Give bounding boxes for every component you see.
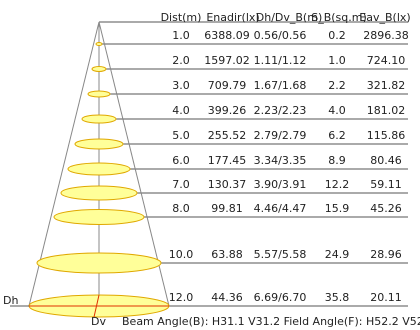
header-dist: Dist(m) [160, 11, 202, 24]
beam-ellipse [36, 252, 162, 274]
dv-label: Dv [91, 315, 106, 328]
table-cell-eav: 724.10 [366, 54, 406, 67]
table-cell-eav: 115.86 [366, 129, 406, 142]
beam-ellipse [81, 114, 117, 124]
table-cell-dist: 10.0 [168, 248, 194, 261]
table-cell-enadir: 709.79 [207, 79, 247, 92]
table-cell-dh-dv: 6.69/6.70 [253, 291, 307, 304]
beam-ellipse [91, 66, 107, 72]
beam-field-angle-footer: Beam Angle(B): H31.1 V31.2 Field Angle(F… [122, 315, 420, 328]
table-cell-s-b: 35.8 [324, 291, 350, 304]
table-cell-enadir: 177.45 [207, 154, 247, 167]
table-cell-dh-dv: 4.46/4.47 [253, 202, 307, 215]
table-cell-dh-dv: 2.23/2.23 [253, 104, 307, 117]
table-cell-dh-dv: 5.57/5.58 [253, 248, 307, 261]
table-cell-s-b: 1.0 [328, 54, 346, 67]
table-cell-s-b: 2.2 [328, 79, 346, 92]
table-cell-dist: 8.0 [172, 202, 190, 215]
table-cell-dh-dv: 3.34/3.35 [253, 154, 307, 167]
table-cell-eav: 59.11 [370, 178, 402, 191]
table-cell-eav: 45.26 [370, 202, 402, 215]
header-s-b: S_B(sq.m) [311, 11, 367, 24]
beam-ellipse [95, 42, 103, 46]
dv-dimension-line [93, 294, 100, 318]
table-cell-eav: 321.82 [366, 79, 406, 92]
table-cell-eav: 28.96 [370, 248, 402, 261]
dimension-lines [10, 294, 169, 318]
dh-label: Dh [3, 294, 19, 307]
table-cell-eav: 181.02 [366, 104, 406, 117]
row-lines [99, 21, 408, 307]
table-cell-eav: 20.11 [370, 291, 402, 304]
cone-edge-left [28, 21, 100, 307]
table-cell-dist: 5.0 [172, 129, 190, 142]
table-cell-enadir: 44.36 [211, 291, 243, 304]
table-cell-s-b: 0.2 [328, 29, 346, 42]
table-cell-eav: 2896.38 [363, 29, 409, 42]
table-cell-dist: 1.0 [172, 29, 190, 42]
table-cell-enadir: 63.88 [211, 248, 243, 261]
table-cell-dh-dv: 1.11/1.12 [253, 54, 307, 67]
table-cell-s-b: 8.9 [328, 154, 346, 167]
table-cell-dh-dv: 2.79/2.79 [253, 129, 307, 142]
table-cell-enadir: 6388.09 [204, 29, 250, 42]
table-cell-s-b: 6.2 [328, 129, 346, 142]
beam-ellipse [60, 185, 138, 201]
table-cell-dist: 6.0 [172, 154, 190, 167]
table-cell-dist: 7.0 [172, 178, 190, 191]
table-cell-s-b: 12.2 [324, 178, 350, 191]
table-cell-enadir: 255.52 [207, 129, 247, 142]
table-cell-enadir: 1597.02 [204, 54, 250, 67]
table-cell-s-b: 4.0 [328, 104, 346, 117]
cone-edge-right [98, 21, 170, 307]
header-enadir: Enadir(lx) [206, 11, 260, 24]
beam-ellipse [87, 90, 111, 98]
header-dh-dv: Dh/Dv_B(m) [255, 11, 323, 24]
table-cell-dist: 4.0 [172, 104, 190, 117]
table-cell-enadir: 399.26 [207, 104, 247, 117]
beam-ellipse [53, 209, 145, 225]
beam-ellipse [74, 138, 124, 150]
table-cell-dist: 3.0 [172, 79, 190, 92]
table-cell-s-b: 24.9 [324, 248, 350, 261]
table-cell-dist: 2.0 [172, 54, 190, 67]
table-cell-enadir: 99.81 [211, 202, 243, 215]
table-cell-dh-dv: 3.90/3.91 [253, 178, 307, 191]
table-cell-dh-dv: 0.56/0.56 [253, 29, 307, 42]
beam-ellipse [67, 162, 131, 176]
header-eav: Eav_B(lx) [359, 11, 411, 24]
table-cell-dist: 12.0 [168, 291, 194, 304]
table-cell-s-b: 15.9 [324, 202, 350, 215]
table-cell-dh-dv: 1.67/1.68 [253, 79, 307, 92]
table-cell-eav: 80.46 [370, 154, 402, 167]
table-cell-enadir: 130.37 [207, 178, 247, 191]
